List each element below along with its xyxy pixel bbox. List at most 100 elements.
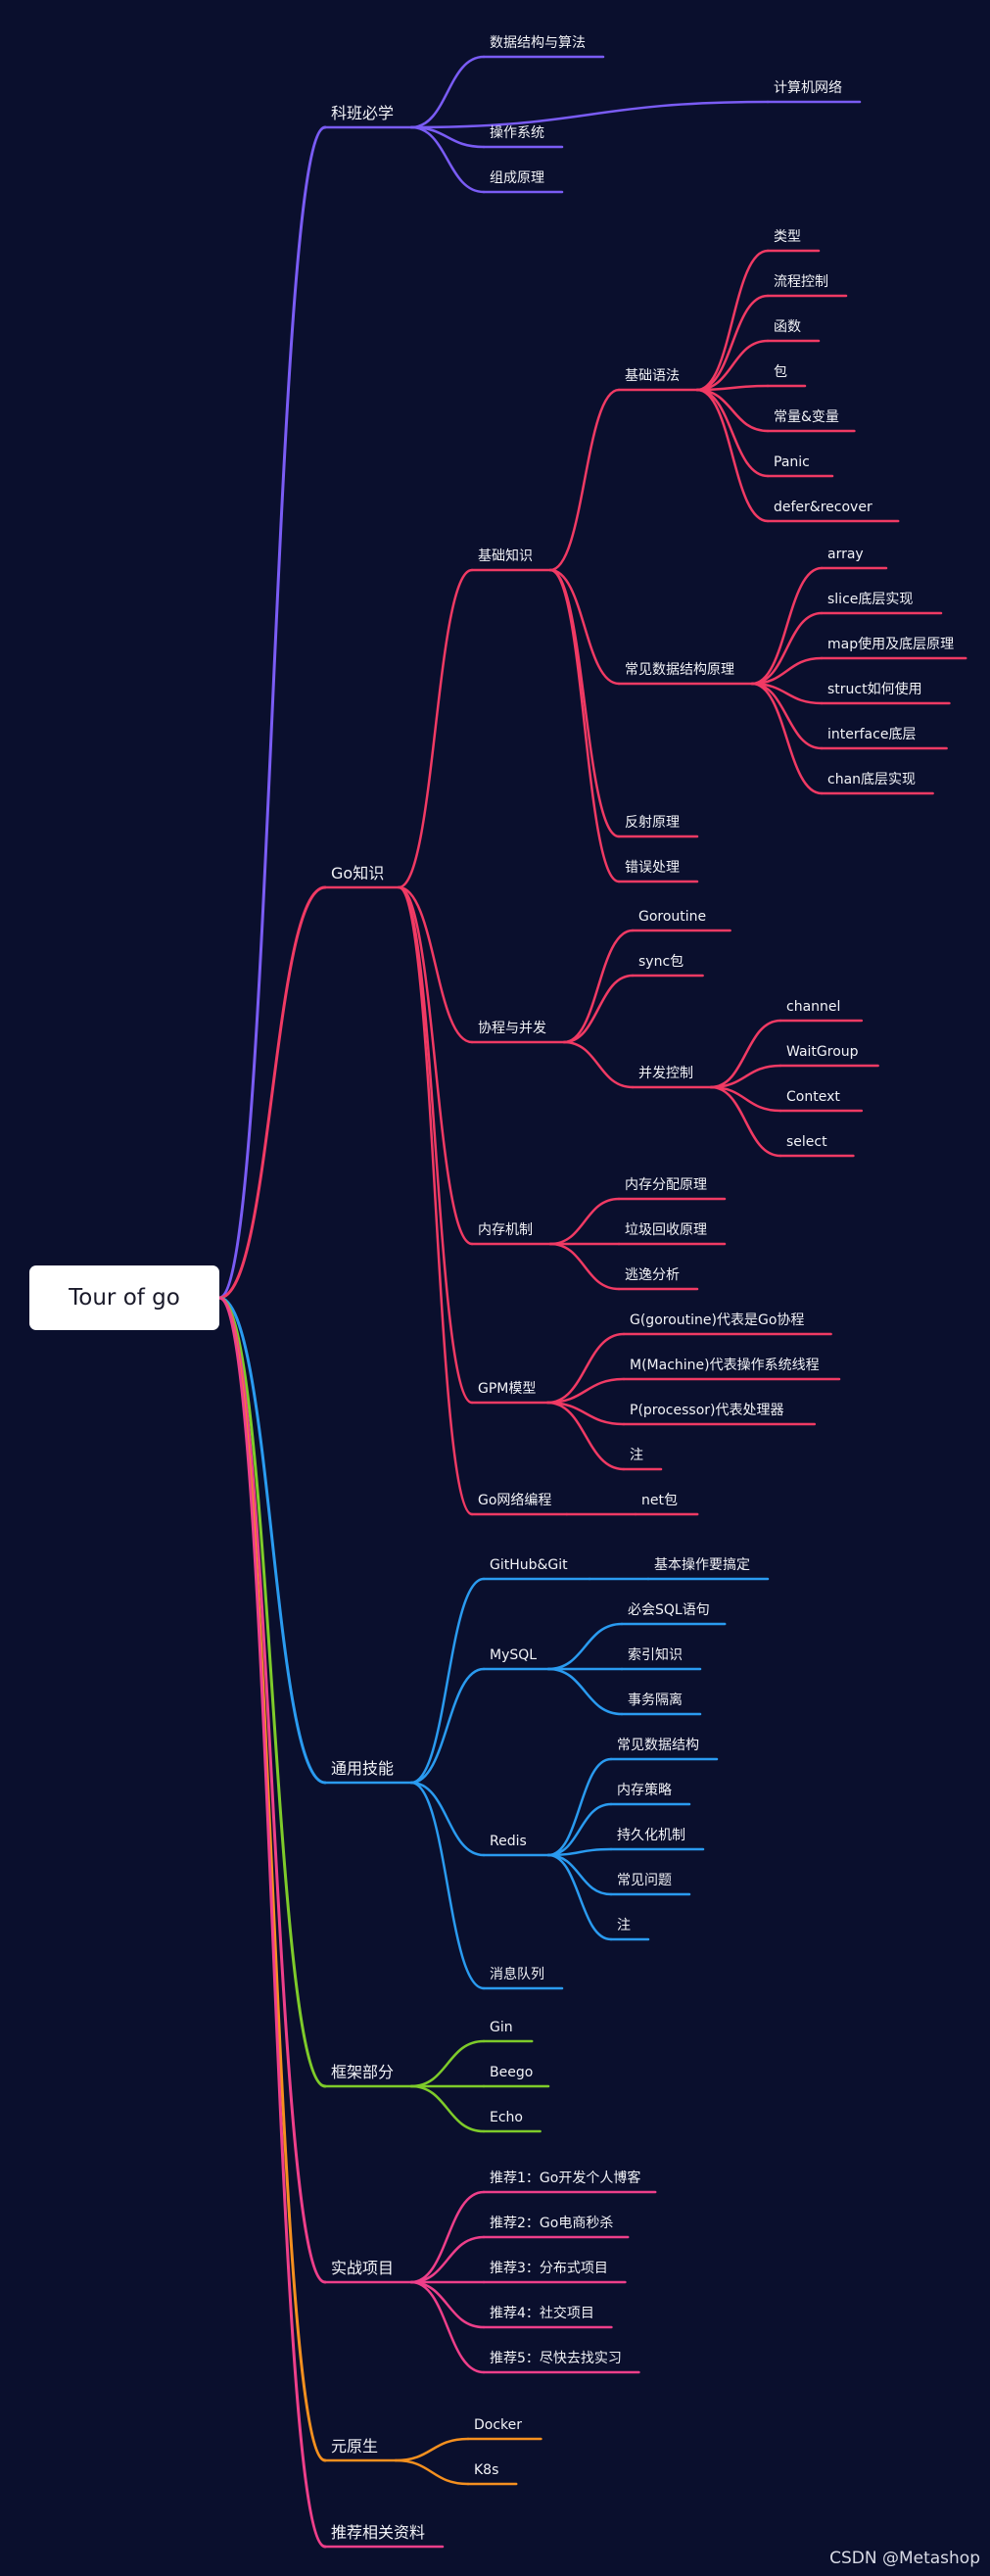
node-4[interactable]: 推荐4：社交项目 — [490, 2306, 594, 2321]
node-item[interactable]: 逃逸分析 — [625, 1267, 680, 1283]
node-item[interactable]: 常见数据结构原理 — [625, 662, 734, 678]
connector — [709, 1085, 782, 1158]
node-channel[interactable]: channel — [786, 999, 841, 1015]
connector — [562, 929, 635, 1044]
node-item[interactable]: 错误处理 — [625, 860, 680, 876]
node-item[interactable]: 通用技能 — [331, 1759, 395, 1778]
connector — [546, 1622, 624, 1671]
node-item[interactable]: 垃圾回收原理 — [625, 1222, 707, 1238]
node-item[interactable]: 函数 — [774, 319, 801, 335]
connector — [548, 568, 621, 838]
node-item[interactable]: 消息队列 — [490, 1967, 544, 1982]
node-item[interactable]: 科班必学 — [331, 104, 395, 122]
node-echo[interactable]: Echo — [490, 2110, 523, 2125]
root-node[interactable]: Tour of go — [29, 1265, 219, 1330]
connector — [695, 339, 770, 392]
connector — [217, 1296, 327, 2088]
connector — [545, 1377, 626, 1405]
connector — [409, 1577, 486, 1785]
node-defer-recover[interactable]: defer&recover — [774, 500, 872, 515]
node-p-processor[interactable]: P(processor)代表处理器 — [630, 1403, 784, 1418]
connector — [409, 125, 486, 194]
node-5[interactable]: 推荐5：尽快去找实习 — [490, 2351, 622, 2366]
node-item[interactable]: 注 — [617, 1918, 631, 1933]
node-item[interactable]: 注 — [630, 1448, 643, 1463]
node-goroutine[interactable]: Goroutine — [638, 909, 707, 925]
node-item[interactable]: 基本操作要搞定 — [654, 1557, 750, 1573]
node-docker[interactable]: Docker — [474, 2417, 523, 2433]
connector — [397, 568, 474, 889]
node-2-go[interactable]: 推荐2：Go电商秒杀 — [490, 2216, 614, 2231]
watermark: CSDN @Metashop — [829, 2549, 980, 2568]
node-redis[interactable]: Redis — [490, 1834, 527, 1849]
node-item[interactable]: 反射原理 — [625, 815, 680, 831]
connector — [709, 1019, 782, 1089]
node-go[interactable]: Go知识 — [331, 864, 385, 883]
node-struct[interactable]: struct如何使用 — [827, 682, 922, 697]
node-item[interactable]: 计算机网络 — [774, 80, 842, 96]
node-item[interactable]: 操作系统 — [490, 125, 544, 141]
node-panic[interactable]: Panic — [774, 454, 810, 470]
connector — [409, 2190, 486, 2284]
node-item[interactable]: 内存机制 — [478, 1222, 533, 1238]
connector — [217, 125, 327, 1300]
node-item[interactable]: 基础知识 — [478, 549, 533, 564]
node-item[interactable]: 流程控制 — [774, 274, 828, 290]
node-item[interactable]: 实战项目 — [331, 2259, 395, 2277]
node-item[interactable]: 内存策略 — [617, 1783, 672, 1798]
node-k8s[interactable]: K8s — [474, 2462, 499, 2478]
node-item[interactable]: 常见数据结构 — [617, 1738, 699, 1753]
node-select[interactable]: select — [786, 1134, 827, 1150]
connector — [217, 1296, 327, 2284]
node-slice[interactable]: slice底层实现 — [827, 592, 914, 607]
node-interface[interactable]: interface底层 — [827, 727, 917, 742]
node-item[interactable]: 组成原理 — [490, 170, 544, 186]
connector — [546, 1757, 613, 1857]
node-go[interactable]: Go网络编程 — [478, 1493, 552, 1508]
node-mysql[interactable]: MySQL — [490, 1647, 538, 1663]
node-item[interactable]: 内存分配原理 — [625, 1177, 707, 1193]
node-chan[interactable]: chan底层实现 — [827, 772, 917, 787]
node-item[interactable]: 常量&变量 — [774, 409, 839, 425]
node-array[interactable]: array — [827, 547, 864, 562]
node-context[interactable]: Context — [786, 1089, 840, 1105]
node-gpm[interactable]: GPM模型 — [478, 1381, 537, 1397]
connector — [397, 885, 474, 1516]
node-sql[interactable]: 必会SQL语句 — [628, 1602, 710, 1618]
node-map[interactable]: map使用及底层原理 — [827, 637, 955, 652]
connector — [750, 566, 824, 686]
connector — [750, 656, 824, 686]
connector — [217, 885, 327, 1300]
node-3[interactable]: 推荐3：分布式项目 — [490, 2261, 608, 2276]
node-item[interactable]: 索引知识 — [628, 1647, 683, 1663]
connector — [750, 682, 824, 795]
connector — [546, 1853, 613, 1941]
connector — [409, 100, 770, 129]
node-waitgroup[interactable]: WaitGroup — [786, 1044, 859, 1060]
node-gin[interactable]: Gin — [490, 2020, 513, 2035]
node-item[interactable]: 推荐相关资料 — [331, 2523, 426, 2542]
node-sync[interactable]: sync包 — [638, 954, 684, 970]
node-github-git[interactable]: GitHub&Git — [490, 1557, 568, 1573]
node-item[interactable]: 协程与并发 — [478, 1021, 546, 1036]
node-m-machine[interactable]: M(Machine)代表操作系统线程 — [630, 1358, 820, 1373]
node-item[interactable]: 框架部分 — [331, 2063, 395, 2081]
node-item[interactable]: 数据结构与算法 — [490, 35, 586, 51]
node-item[interactable]: 持久化机制 — [617, 1828, 685, 1843]
connector — [397, 885, 474, 1246]
connector — [394, 2437, 470, 2462]
node-item[interactable]: 包 — [774, 364, 787, 380]
node-item[interactable]: 基础语法 — [625, 368, 680, 384]
node-item[interactable]: 事务隔离 — [628, 1693, 683, 1708]
node-item[interactable]: 并发控制 — [638, 1066, 693, 1081]
node-item[interactable]: 元原生 — [331, 2437, 379, 2456]
node-net[interactable]: net包 — [641, 1493, 678, 1508]
connector — [548, 1242, 621, 1291]
node-1-go[interactable]: 推荐1：Go开发个人博客 — [490, 2171, 641, 2186]
node-beego[interactable]: Beego — [490, 2065, 534, 2080]
connector — [409, 1667, 486, 1785]
node-item[interactable]: 常见问题 — [617, 1873, 672, 1888]
connector — [548, 388, 621, 572]
node-g-goroutine-go[interactable]: G(goroutine)代表是Go协程 — [630, 1312, 805, 1328]
node-item[interactable]: 类型 — [774, 229, 801, 245]
